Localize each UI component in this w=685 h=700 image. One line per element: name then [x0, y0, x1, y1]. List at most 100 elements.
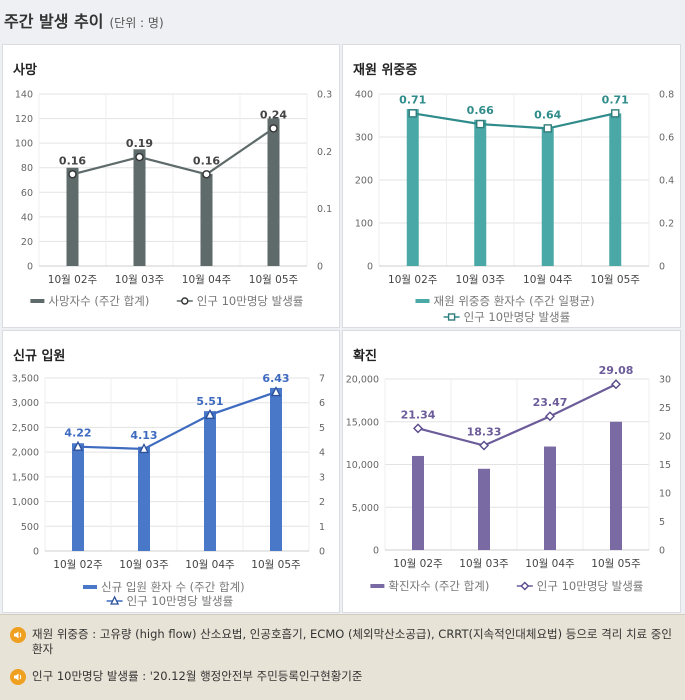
- data-label: 0.66: [467, 104, 494, 117]
- series-line: [412, 112, 616, 130]
- legend-bar-label: 신규 입원 환자 수 (주간 합계): [101, 580, 245, 594]
- y-tick-right: 0.3: [317, 90, 332, 101]
- chart-severe: 0 100 200 300 400 0 0.2 0.4 0.6 0.8 10월 02주 10월 03주…: [355, 90, 674, 325]
- x-tick: 10월 05주: [591, 558, 641, 570]
- point: [611, 379, 621, 390]
- y-tick-left: 0: [373, 546, 379, 557]
- y-tick-right: 0.4: [659, 176, 674, 187]
- point: [68, 170, 77, 179]
- note-text: 인구 10만명당 발생률 : '20.12월 행정안전부 주민등록인구현황기준: [32, 669, 363, 683]
- chart-confirmed: 0 5,000 10,000 15,000 20,000 0 5 10 15 20 25 30 10월 …: [346, 364, 671, 593]
- x-tick: 10월 05주: [249, 274, 299, 286]
- point: [181, 297, 189, 305]
- point: [204, 408, 216, 419]
- legend: 재원 위중증 환자수 (주간 일평균) 인구 10만명당 발생률: [415, 294, 595, 324]
- point: [135, 152, 144, 162]
- y-tick-right: 4: [319, 448, 325, 459]
- legend-swatch-bar: [83, 585, 97, 589]
- data-label: 29.08: [599, 364, 634, 377]
- y-tick-right: 0: [317, 262, 323, 273]
- point: [72, 440, 84, 451]
- y-tick-left: 140: [15, 90, 33, 101]
- point: [408, 109, 417, 118]
- panel-title: 사망: [13, 63, 37, 78]
- bar: [544, 446, 556, 550]
- legend: 신규 입원 환자 수 (주간 합계)인구 10만명당 발생률: [83, 580, 245, 608]
- point: [520, 581, 530, 591]
- data-label: 0.16: [193, 154, 220, 167]
- y-tick-left: 500: [21, 522, 39, 533]
- point: [545, 411, 555, 422]
- y-tick-left: 400: [355, 90, 373, 101]
- notes-section: 재원 위중증 : 고유량 (high flow) 산소요법, 인공호흡기, EC…: [0, 614, 685, 700]
- y-tick-left: 0: [27, 262, 33, 273]
- speaker-icon: [10, 669, 26, 685]
- legend-line-label: 인구 10만명당 발생률: [537, 579, 644, 593]
- x-tick: 10월 04주: [523, 274, 573, 286]
- y-tick-right: 15: [659, 460, 671, 471]
- legend-swatch-bar: [30, 299, 45, 303]
- point: [611, 109, 620, 118]
- y-tick-left: 40: [21, 212, 33, 223]
- x-tick: 10월 02주: [388, 274, 438, 286]
- x-tick: 10월 04주: [182, 274, 232, 286]
- point: [479, 440, 489, 451]
- legend-line-label: 인구 10만명당 발생률: [197, 294, 304, 308]
- y-tick-left: 3,000: [12, 398, 39, 409]
- point: [447, 313, 456, 321]
- y-tick-right: 5: [659, 517, 665, 528]
- y-tick-left: 100: [355, 219, 373, 230]
- bar: [478, 468, 490, 550]
- y-tick-right: 6: [319, 398, 325, 409]
- y-tick-left: 5,000: [352, 503, 379, 514]
- panel-title: 신규 입원: [13, 349, 66, 364]
- point: [202, 170, 211, 179]
- panel-admission: 신규 입원 0 500 1,000 1,500 2,000 2,500 3,000 3,500…: [2, 330, 340, 613]
- y-tick-right: 7: [319, 374, 325, 385]
- data-label: 0.71: [602, 93, 629, 106]
- y-tick-right: 0.1: [317, 204, 332, 215]
- point: [110, 595, 120, 605]
- point: [543, 124, 552, 133]
- y-tick-left: 100: [15, 139, 33, 150]
- data-label: 4.22: [64, 427, 91, 440]
- bar: [204, 411, 216, 551]
- series-line: [77, 391, 277, 451]
- y-tick-left: 15,000: [346, 417, 379, 428]
- y-tick-right: 0.2: [659, 219, 674, 230]
- y-tick-left: 0: [367, 262, 373, 273]
- x-tick: 10월 03주: [459, 558, 509, 570]
- y-tick-left: 20: [21, 237, 33, 248]
- bar: [406, 109, 419, 266]
- series-line: [417, 383, 617, 447]
- y-tick-right: 25: [659, 403, 671, 414]
- bar: [267, 118, 280, 266]
- data-label: 0.19: [126, 137, 153, 150]
- panel-death: 사망 0 20 40 60 80 100 120 140 0 0.1 0.2 0.3 10월 02주 10…: [2, 44, 340, 328]
- legend-line-label: 인구 10만명당 발생률: [464, 310, 571, 324]
- y-tick-right: 30: [659, 375, 671, 386]
- x-tick: 10월 04주: [525, 558, 575, 570]
- x-tick: 10월 04주: [185, 559, 235, 571]
- y-tick-left: 2,500: [12, 423, 39, 434]
- page-title: 주간 발생 추이: [4, 12, 104, 31]
- x-tick: 10월 02주: [393, 558, 443, 570]
- x-tick: 10월 05주: [251, 559, 301, 571]
- data-label: 18.33: [467, 426, 502, 439]
- point: [138, 442, 150, 454]
- bar: [609, 113, 622, 266]
- x-tick: 10월 05주: [591, 274, 641, 286]
- y-tick-left: 1,000: [12, 497, 39, 508]
- legend-line-label: 인구 10만명당 발생률: [127, 594, 234, 608]
- legend-bar-label: 확진자수 (주간 합계): [388, 579, 489, 593]
- y-tick-right: 0.2: [317, 147, 332, 158]
- bar: [66, 167, 79, 266]
- panel-title: 확진: [353, 349, 377, 364]
- data-label: 0.64: [534, 108, 561, 121]
- y-tick-right: 10: [659, 489, 671, 500]
- data-label: 21.34: [401, 408, 436, 421]
- unit-label: (단위 : 명): [109, 16, 164, 30]
- data-label: 6.43: [262, 372, 289, 385]
- legend-swatch-bar: [415, 299, 430, 303]
- bar: [138, 446, 150, 551]
